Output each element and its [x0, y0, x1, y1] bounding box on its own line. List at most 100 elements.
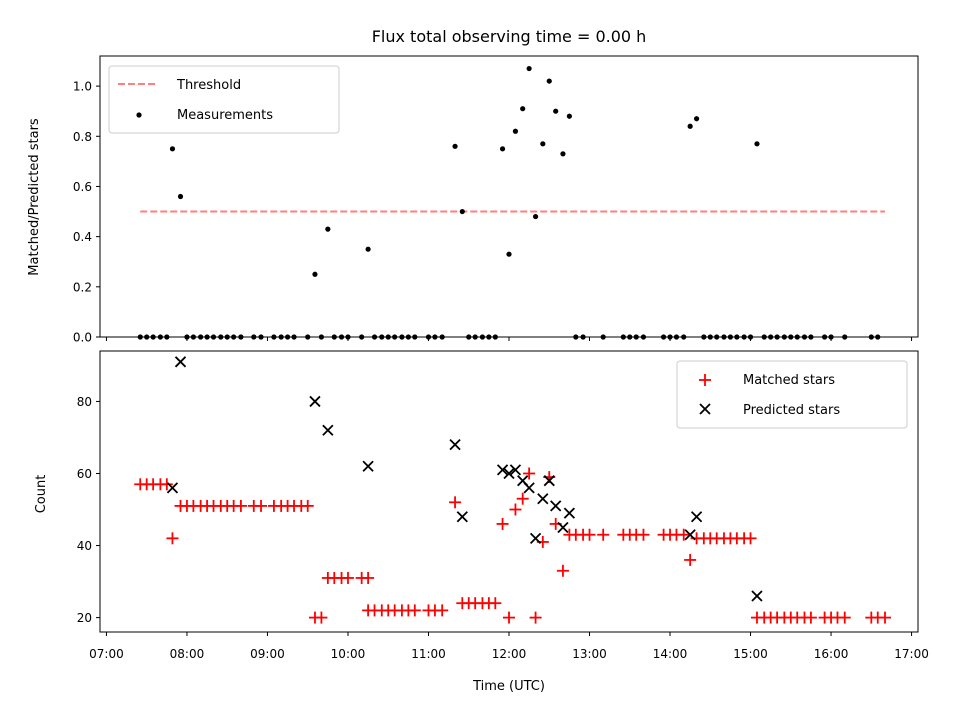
matched-star-point: [449, 496, 462, 509]
bottom-y-axis: 20 40 60 80: [77, 395, 100, 625]
predicted-star-point: [496, 464, 509, 476]
predicted-star-point: [563, 507, 576, 519]
predicted-star-stroke-b: [563, 507, 576, 519]
top-y-tick-label: 0.0: [73, 331, 92, 345]
top-y-tick-label: 1.0: [73, 80, 92, 94]
predicted-star-stroke-b: [322, 424, 334, 436]
figure-title: Flux total observing time = 0.00 h: [372, 27, 647, 46]
bottom-y-tick-label: 80: [77, 395, 92, 409]
measurement-point: [687, 123, 693, 129]
predicted-star-stroke-b: [166, 482, 179, 494]
bottom-x-tick-label: 12:00: [492, 647, 527, 661]
measurement-point: [512, 128, 519, 134]
bottom-x-tick-label: 15:00: [733, 647, 768, 661]
bottom-x-axis: 07:00 08:00 09:00 10:00 11:00 12:00 13:00 14:00…: [89, 632, 929, 661]
predicted-star-point: [309, 395, 321, 408]
legend-matched-label: Matched stars: [743, 373, 835, 388]
predicted-star-stroke-b: [537, 493, 549, 505]
bottom-legend: Matched stars Predicted stars: [676, 360, 908, 429]
measurement-point: [754, 141, 760, 147]
predicted-star-stroke-b: [529, 532, 542, 544]
matched-star-point: [234, 499, 247, 512]
predicted-star-stroke-b: [456, 511, 468, 523]
predicted-star-point: [550, 500, 562, 512]
predicted-star-stroke-b: [550, 500, 562, 512]
bottom-y-tick-label: 40: [77, 539, 92, 553]
measurement-point: [169, 146, 176, 152]
predicted-star-point: [503, 467, 515, 480]
matched-star-point: [436, 604, 449, 617]
matched-star-point: [489, 597, 502, 610]
bottom-panel: 20 40 60 80 07:00 08:00 09:00 10:00 11:00 12:00 1…: [34, 350, 929, 694]
matched-star-point: [583, 528, 596, 541]
predicted-star-stroke-b: [509, 464, 522, 476]
legend-threshold-label: Threshold: [176, 78, 241, 93]
matched-star-point: [362, 571, 375, 584]
bottom-x-tick-label: 13:00: [572, 647, 607, 661]
predicted-star-stroke-b: [523, 482, 535, 494]
matched-star-point: [503, 611, 515, 624]
predicted-star-point: [751, 590, 763, 602]
measurement-point: [520, 106, 526, 112]
legend-predicted-label: Predicted stars: [743, 403, 840, 418]
predicted-star-point: [322, 424, 334, 436]
legend-predicted-swatch: [699, 403, 711, 415]
predicted-star-stroke-b: [174, 356, 187, 368]
top-legend-box: [108, 65, 340, 134]
predicted-star-stroke-b: [449, 439, 461, 451]
top-panel: 0.0 0.2 0.4 0.6 0.8 1.0 Matched/Predicted sta…: [27, 55, 919, 345]
matched-star-point: [637, 528, 650, 541]
predicted-star-stroke-b: [684, 529, 696, 541]
matched-star-point: [496, 517, 509, 530]
bottom-y-tick-label: 20: [77, 611, 92, 625]
x-axis-label: Time (UTC): [472, 679, 545, 694]
predicted-star-point: [449, 439, 461, 451]
measurement-point: [312, 271, 318, 277]
bottom-x-tick-label: 09:00: [250, 647, 285, 661]
bottom-x-tick-label: 07:00: [89, 647, 124, 661]
measurement-point: [506, 251, 512, 257]
measurement-point: [365, 246, 371, 252]
top-legend: Threshold Measurements: [108, 65, 340, 134]
matched-star-point: [838, 611, 851, 624]
matched-star-point: [529, 611, 542, 624]
predicted-star-point: [523, 482, 535, 494]
predicted-star-point: [166, 482, 179, 494]
predicted-star-point: [174, 356, 187, 368]
predicted-star-stroke-b: [690, 511, 703, 523]
bottom-x-tick-label: 16:00: [814, 647, 849, 661]
measurement-point: [546, 78, 552, 84]
top-y-tick-label: 0.8: [73, 130, 92, 144]
matched-star-point: [509, 503, 522, 516]
matched-star-point: [341, 571, 354, 584]
matched-star-point: [408, 604, 421, 617]
measurement-point: [325, 226, 331, 232]
predicted-star-stroke-b: [362, 460, 374, 472]
predicted-star-stroke-b: [517, 475, 529, 487]
matched-star-point: [878, 611, 891, 624]
matched-star-point: [677, 528, 690, 541]
measurement-point: [459, 208, 465, 215]
matched-star-point: [255, 499, 268, 512]
matched-star-point: [315, 611, 328, 624]
measurement-point: [566, 113, 572, 119]
bottom-x-tick-label: 14:00: [653, 647, 688, 661]
matched-star-point: [516, 492, 529, 505]
top-y-tick-label: 0.4: [73, 230, 92, 244]
predicted-star-stroke-b: [496, 464, 509, 476]
bottom-x-tick-label: 08:00: [170, 647, 205, 661]
top-y-tick-label: 0.2: [73, 280, 92, 294]
predicted-star-stroke-b: [309, 395, 321, 408]
measurement-point: [452, 143, 458, 149]
bottom-x-tick-label: 17:00: [894, 647, 929, 661]
measurement-point: [693, 116, 700, 122]
measurement-point: [177, 193, 184, 200]
matched-star-point: [301, 499, 314, 512]
measurement-point: [532, 213, 539, 220]
bottom-x-tick-label: 10:00: [331, 647, 366, 661]
bottom-legend-box: [676, 360, 908, 429]
legend-measurements-label: Measurements: [177, 108, 273, 123]
matched-star-point: [523, 467, 536, 480]
predicted-star-point: [529, 532, 542, 544]
